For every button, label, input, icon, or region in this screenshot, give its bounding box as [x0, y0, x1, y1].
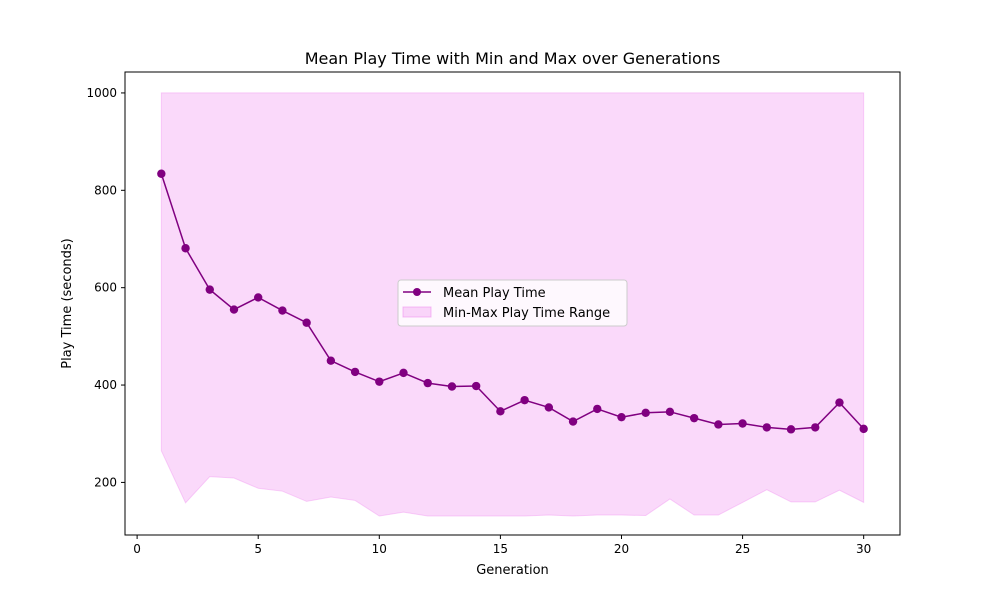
y-axis-label: Play Time (seconds)	[60, 238, 75, 368]
mean-point	[278, 306, 287, 315]
legend-box	[397, 279, 628, 327]
mean-point	[835, 398, 844, 407]
mean-point	[181, 244, 190, 253]
x-axis: 0 5 10 15 20 25 30	[133, 535, 871, 556]
mean-point	[786, 425, 796, 434]
mean-point	[568, 417, 578, 426]
mean-point	[326, 356, 336, 365]
mean-point	[471, 381, 481, 391]
legend-label-range: Min-Max Play Time Range	[443, 306, 610, 321]
mean-point	[859, 424, 868, 434]
legend-fill-swatch	[402, 306, 432, 318]
chart-title: Mean Play Time with Min and Max over Gen…	[305, 49, 721, 68]
x-tick-label: 25	[735, 542, 750, 556]
mean-point	[811, 423, 820, 432]
x-axis-label: Generation	[476, 563, 549, 578]
x-tick-label: 10	[372, 542, 387, 556]
mean-point	[399, 368, 408, 378]
y-axis: 200 400 600 800 1000	[86, 86, 125, 489]
mean-point	[447, 382, 457, 391]
mean-point	[641, 408, 650, 417]
y-tick-label: 200	[94, 475, 117, 489]
y-tick-label: 400	[94, 378, 117, 392]
mean-point	[229, 305, 239, 314]
x-tick-label: 0	[133, 542, 141, 556]
mean-point	[423, 378, 432, 388]
mean-point	[496, 407, 505, 416]
legend-label-mean: Mean Play Time	[443, 286, 546, 301]
mean-point	[689, 413, 699, 423]
mean-point	[520, 395, 529, 405]
mean-point	[738, 419, 747, 428]
mean-point	[157, 169, 166, 178]
mean-point	[593, 404, 602, 414]
mean-point	[205, 285, 214, 294]
mean-point	[544, 403, 554, 412]
mean-point	[665, 407, 675, 417]
y-tick-label: 600	[94, 281, 117, 295]
mean-point	[714, 420, 723, 429]
mean-point	[617, 412, 626, 422]
x-tick-label: 20	[614, 542, 629, 556]
x-tick-label: 5	[254, 542, 262, 556]
y-tick-label: 800	[94, 183, 117, 197]
mean-point	[254, 293, 263, 302]
mean-point	[762, 423, 771, 432]
mean-point	[302, 318, 311, 327]
y-tick-label: 1000	[86, 86, 117, 100]
mean-point	[375, 377, 384, 386]
x-tick-label: 15	[493, 542, 508, 556]
legend-marker-swatch	[413, 288, 421, 296]
mean-point	[350, 367, 360, 377]
legend: Mean Play Time Min-Max Play Time Range	[397, 279, 628, 327]
axes-frame	[124, 71, 901, 536]
x-tick-label: 30	[856, 542, 871, 556]
